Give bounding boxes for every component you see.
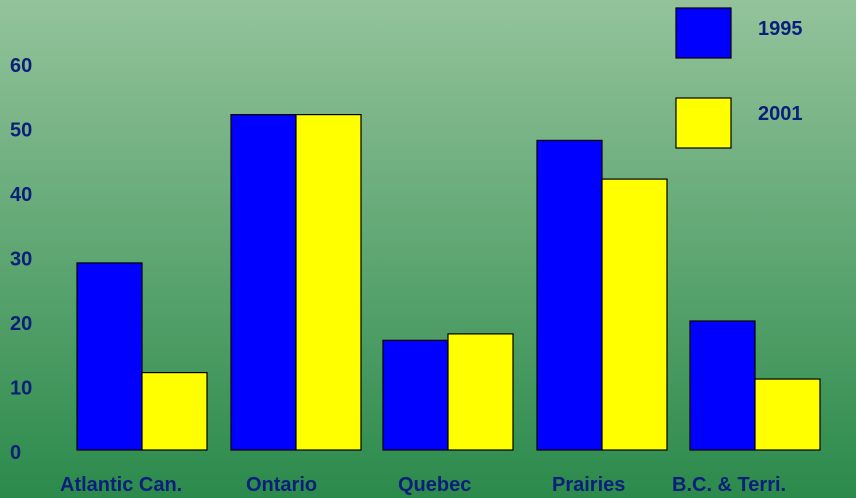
bar-2001 [754,378,821,451]
legend-label: 2001 [758,103,803,125]
bar-1995 [230,113,297,451]
legend-swatch-2001 [675,97,732,149]
y-tick-label: 20 [10,313,32,335]
y-tick-label: 50 [10,120,32,142]
x-axis-labels: Atlantic Can. Ontario Quebec Prairies B.C. &… [60,474,786,496]
category-label: Prairies [552,474,625,496]
bar-1995 [536,139,603,451]
y-tick-label: 0 [10,442,21,464]
legend-swatch-1995 [675,7,732,59]
category-label: Ontario [246,474,317,496]
y-axis-ticks: 0 10 20 30 40 50 60 [10,55,32,464]
y-tick-label: 40 [10,184,32,206]
y-tick-label: 10 [10,378,32,400]
y-tick-label: 60 [10,55,32,77]
legend-label: 1995 [758,18,803,40]
category-label: Quebec [398,474,471,496]
category-label: B.C. & Terri. [672,474,786,496]
bar-2001 [447,333,514,451]
bar-2001 [295,113,362,451]
y-tick-label: 30 [10,249,32,271]
bar-2001 [141,372,208,451]
category-label: Atlantic Can. [60,474,182,496]
bar-1995 [76,262,143,451]
bar-2001 [601,178,668,451]
bars [76,113,821,451]
legend: 1995 2001 [675,7,803,149]
bar-1995 [689,320,756,451]
bar-1995 [382,339,449,451]
